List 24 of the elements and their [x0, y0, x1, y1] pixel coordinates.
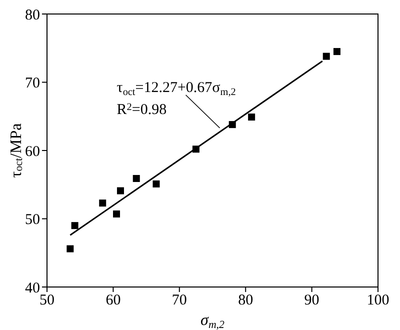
point [322, 52, 330, 60]
y-tick-label: 40 [25, 280, 40, 296]
point [333, 48, 340, 56]
point [116, 187, 124, 194]
annotation: τ$_{oct}$=12.27+0.67σ$_{m,2}$ [116, 80, 236, 98]
x-tick-label: 70 [172, 292, 187, 309]
x-tick-label: 50 [40, 292, 54, 309]
x-tick-label: 100 [366, 292, 390, 309]
x-axis-title: σ$_{m,2}$ [200, 312, 226, 330]
point [152, 180, 160, 188]
point [99, 200, 106, 207]
x-tick-label: 80 [238, 292, 254, 309]
annotation: R$^{2}$=0.98 [116, 101, 167, 118]
y-tick-label: 60 [25, 144, 40, 160]
point [132, 174, 140, 182]
y-tick-label: 50 [25, 212, 40, 228]
point [113, 210, 120, 218]
point [248, 114, 256, 121]
point [71, 222, 78, 230]
y-tick-label: 80 [25, 7, 40, 24]
x-tick-label: 60 [106, 292, 121, 309]
point [66, 245, 74, 252]
y-tick-label: 70 [25, 76, 40, 92]
x-tick-label: 90 [304, 292, 320, 309]
